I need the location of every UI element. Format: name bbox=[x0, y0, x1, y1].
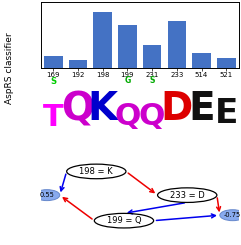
Text: E: E bbox=[214, 97, 238, 130]
Text: 198 = K: 198 = K bbox=[80, 167, 113, 176]
Bar bbox=[217, 58, 235, 68]
Text: Q: Q bbox=[61, 90, 94, 128]
Text: 0.55: 0.55 bbox=[40, 192, 54, 198]
Text: E: E bbox=[188, 90, 215, 128]
Text: 233 = D: 233 = D bbox=[170, 191, 205, 200]
Text: Q: Q bbox=[139, 102, 165, 131]
Text: D: D bbox=[161, 90, 193, 128]
Text: S: S bbox=[149, 76, 155, 85]
Bar bbox=[94, 12, 112, 68]
Text: -0.75: -0.75 bbox=[224, 212, 241, 218]
Bar bbox=[44, 56, 63, 68]
Text: S: S bbox=[50, 77, 56, 86]
Text: AspRS classifier: AspRS classifier bbox=[5, 33, 14, 104]
Text: Q: Q bbox=[114, 102, 141, 131]
Bar bbox=[167, 21, 186, 68]
Text: 199 = Q: 199 = Q bbox=[107, 216, 141, 225]
Bar bbox=[143, 45, 161, 68]
Text: G: G bbox=[124, 76, 131, 85]
Text: T: T bbox=[43, 103, 64, 132]
Ellipse shape bbox=[34, 190, 60, 201]
Bar bbox=[192, 53, 211, 68]
Ellipse shape bbox=[220, 210, 241, 221]
Bar bbox=[118, 25, 137, 68]
Text: K: K bbox=[88, 90, 118, 128]
Bar bbox=[69, 60, 87, 68]
